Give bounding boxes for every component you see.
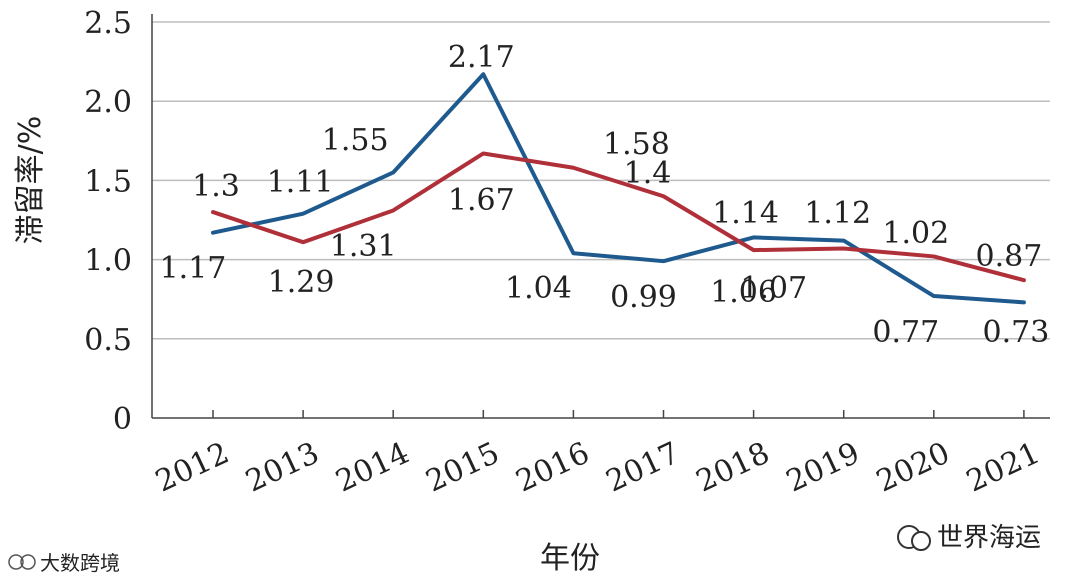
data-label: 1.06: [710, 275, 777, 310]
data-label: 1.11: [267, 165, 334, 200]
y-tick-label: 1.0: [84, 244, 132, 279]
data-label: 1.3: [192, 169, 240, 204]
y-tick-label: 0: [113, 402, 132, 437]
x-tick-label: 2020: [871, 436, 955, 500]
series-line-1: [211, 72, 1026, 305]
x-tick-label: 2018: [691, 436, 775, 500]
x-tick-label: 2015: [421, 436, 505, 500]
x-axis-title: 年份: [540, 541, 600, 576]
data-label: 1.58: [603, 127, 670, 162]
data-label: 1.4: [624, 156, 672, 191]
x-tick-label: 2014: [331, 436, 415, 500]
x-tick-label: 2019: [781, 436, 865, 500]
axes: [151, 14, 1050, 419]
x-tick-label: 2016: [511, 436, 595, 500]
series-lines: [211, 72, 1026, 305]
data-label: 0.77: [872, 315, 939, 350]
data-label: 0.87: [976, 239, 1043, 274]
data-label: 1.04: [505, 271, 572, 306]
x-axis-ticks: 2012 2013 2014 2015 2016 2017 2018 2019 2020 2021: [150, 410, 1045, 500]
watermark-logo-icon: [8, 554, 24, 570]
data-label: 0.99: [610, 280, 677, 315]
data-label: 1.55: [322, 123, 389, 158]
x-tick-label: 2013: [240, 436, 324, 500]
data-label: 1.17: [160, 251, 227, 286]
data-label: 1.07: [740, 271, 807, 306]
watermark-logo-icon: [20, 554, 36, 570]
y-tick-label: 2.5: [84, 6, 132, 41]
data-label: 1.29: [268, 265, 335, 300]
data-label: 1.31: [330, 229, 397, 264]
y-axis-title: 滞留率/%: [13, 116, 48, 245]
y-tick-label: 1.5: [84, 164, 132, 199]
x-tick-label: 2021: [961, 436, 1045, 500]
data-label: 1.12: [804, 196, 871, 231]
data-labels: 1.17 1.29 1.55 2.17 1.04 0.99 1.14 1.12 0.77 0.73…: [160, 40, 1050, 350]
grid-lines: [152, 21, 1050, 340]
data-label: 2.17: [448, 40, 515, 75]
data-label: 1.14: [712, 196, 779, 231]
wechat-icon-bubble: [911, 531, 931, 551]
watermark-left-text: 大数跨境: [40, 551, 120, 575]
y-tick-label: 0.5: [84, 323, 132, 358]
data-label: 0.73: [983, 315, 1050, 350]
y-tick-label: 2.0: [84, 85, 132, 120]
watermark-left: 大数跨境: [8, 551, 120, 575]
y-axis-ticks: 0 0.5 1.0 1.5 2.0 2.5: [84, 6, 132, 437]
series-line-2: [211, 151, 1026, 283]
x-tick-label: 2017: [601, 436, 685, 500]
x-tick-label: 2012: [150, 436, 234, 500]
watermark-right: 世界海运: [897, 523, 1041, 553]
data-label: 1.02: [882, 216, 949, 251]
watermark-right-text: 世界海运: [937, 523, 1041, 553]
data-label: 1.67: [448, 183, 515, 218]
